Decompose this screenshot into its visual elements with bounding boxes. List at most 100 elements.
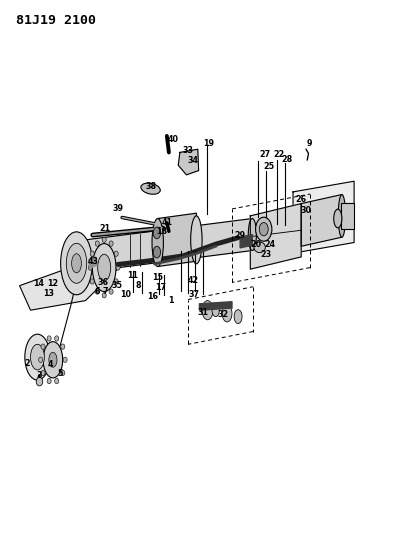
Circle shape	[95, 241, 99, 246]
Text: 29: 29	[234, 231, 246, 240]
Text: 38: 38	[145, 182, 156, 191]
Text: 24: 24	[265, 240, 276, 248]
Circle shape	[116, 265, 120, 270]
FancyBboxPatch shape	[341, 203, 354, 229]
Ellipse shape	[66, 243, 87, 284]
Ellipse shape	[259, 223, 268, 236]
Text: 35: 35	[112, 281, 123, 290]
Text: 26: 26	[295, 195, 307, 204]
Text: 40: 40	[167, 135, 179, 144]
Text: 9: 9	[306, 140, 312, 148]
Circle shape	[47, 378, 51, 384]
Ellipse shape	[92, 244, 116, 292]
Ellipse shape	[25, 334, 50, 380]
Ellipse shape	[72, 254, 81, 273]
Text: 10: 10	[120, 290, 131, 298]
Circle shape	[61, 344, 65, 349]
Polygon shape	[250, 204, 301, 269]
Text: 1: 1	[168, 296, 174, 305]
Text: 6: 6	[95, 287, 101, 295]
Text: 36: 36	[97, 278, 108, 287]
Text: 41: 41	[161, 219, 173, 227]
Circle shape	[88, 265, 92, 270]
Ellipse shape	[153, 246, 161, 258]
Ellipse shape	[212, 304, 219, 317]
Polygon shape	[199, 302, 232, 310]
Ellipse shape	[334, 209, 342, 228]
Text: 7: 7	[102, 287, 108, 295]
Ellipse shape	[256, 217, 272, 241]
Ellipse shape	[190, 216, 202, 264]
Ellipse shape	[222, 305, 232, 322]
Circle shape	[109, 241, 113, 246]
Text: 8: 8	[136, 281, 141, 289]
Circle shape	[36, 377, 43, 386]
Text: 19: 19	[203, 140, 214, 148]
Polygon shape	[158, 213, 196, 266]
Text: 43: 43	[87, 257, 98, 265]
Text: 33: 33	[183, 146, 194, 155]
Ellipse shape	[248, 219, 256, 251]
Polygon shape	[293, 181, 354, 253]
Circle shape	[41, 370, 45, 376]
Circle shape	[109, 289, 113, 294]
Text: 16: 16	[147, 292, 158, 301]
Text: 12: 12	[47, 279, 59, 288]
Text: 3: 3	[36, 371, 42, 379]
Ellipse shape	[202, 301, 213, 320]
Text: 22: 22	[274, 150, 285, 159]
Ellipse shape	[43, 342, 63, 378]
Circle shape	[95, 289, 99, 294]
Ellipse shape	[141, 183, 160, 194]
Text: 15: 15	[152, 273, 164, 281]
Text: 17: 17	[155, 284, 166, 292]
Circle shape	[114, 251, 118, 256]
Circle shape	[55, 378, 59, 384]
Circle shape	[55, 336, 59, 341]
Text: 32: 32	[217, 310, 229, 319]
Text: 5: 5	[57, 369, 63, 377]
Polygon shape	[240, 235, 252, 248]
Text: 31: 31	[198, 308, 209, 317]
Polygon shape	[20, 255, 120, 310]
Ellipse shape	[153, 227, 161, 239]
Polygon shape	[301, 195, 342, 246]
Circle shape	[47, 336, 51, 341]
Text: 20: 20	[251, 240, 262, 248]
Text: 21: 21	[99, 224, 111, 232]
Text: 23: 23	[260, 251, 272, 259]
Ellipse shape	[234, 310, 242, 324]
Text: 18: 18	[156, 228, 168, 236]
Ellipse shape	[61, 232, 92, 295]
Text: 2: 2	[25, 359, 31, 368]
Ellipse shape	[71, 241, 83, 273]
Polygon shape	[77, 219, 252, 273]
Text: 39: 39	[112, 205, 124, 213]
Circle shape	[90, 279, 94, 284]
Circle shape	[39, 357, 43, 362]
Circle shape	[41, 344, 45, 349]
Circle shape	[61, 370, 65, 376]
Circle shape	[114, 279, 118, 284]
Polygon shape	[89, 257, 97, 268]
Text: 42: 42	[188, 276, 199, 285]
Circle shape	[63, 357, 67, 362]
Text: 11: 11	[127, 271, 138, 279]
Circle shape	[102, 237, 106, 243]
Text: 13: 13	[43, 289, 55, 297]
Circle shape	[102, 293, 106, 298]
Ellipse shape	[98, 254, 111, 281]
Ellipse shape	[338, 195, 346, 237]
Text: 28: 28	[282, 156, 293, 164]
Text: 81J19 2100: 81J19 2100	[16, 14, 96, 27]
Ellipse shape	[254, 242, 265, 253]
Text: 4: 4	[48, 360, 53, 369]
Ellipse shape	[49, 352, 57, 367]
Text: 37: 37	[188, 290, 200, 298]
Text: 14: 14	[33, 279, 45, 288]
Text: 30: 30	[300, 206, 312, 214]
Circle shape	[90, 251, 94, 256]
Text: 25: 25	[264, 162, 275, 171]
Ellipse shape	[152, 219, 164, 266]
Ellipse shape	[31, 344, 44, 370]
